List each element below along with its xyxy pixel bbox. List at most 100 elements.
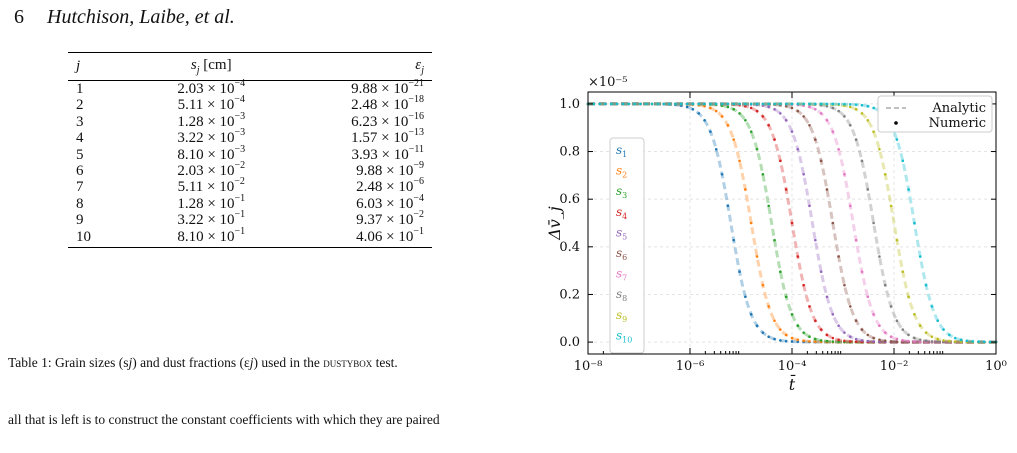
numeric-point-s3 [732, 108, 736, 111]
cell-j: 3 [76, 113, 84, 130]
numeric-point-s7 [825, 118, 829, 122]
numeric-point-s4 [767, 124, 770, 127]
numeric-point-s6 [895, 340, 899, 343]
numeric-point-s3 [837, 340, 840, 344]
cell-j: 6 [76, 163, 84, 180]
numeric-point-s7 [854, 238, 858, 242]
numeric-point-s7 [866, 295, 870, 299]
numeric-point-s5 [790, 130, 794, 133]
numeric-point-s2 [732, 138, 736, 141]
numeric-point-s10 [685, 102, 689, 106]
series-label-s3: s3 [616, 184, 627, 200]
numeric-point-s1 [714, 147, 718, 151]
numeric-point-s3 [831, 340, 835, 343]
numeric-point-s2 [709, 106, 712, 110]
numeric-point-s7 [889, 335, 893, 338]
numeric-point-s10 [872, 106, 875, 110]
cell-value: 4.06 × 10−1 [276, 226, 432, 249]
numeric-point-s2 [749, 221, 753, 225]
numeric-point-s7 [872, 313, 875, 316]
series-label-s1: s1 [616, 143, 627, 159]
page-header: 6 Hutchison, Laibe, et al. [14, 6, 235, 29]
numeric-point-s10 [918, 255, 922, 258]
numeric-point-s5 [843, 331, 846, 334]
numeric-point-s8 [924, 339, 928, 343]
numeric-point-s9 [883, 173, 887, 176]
numeric-point-s1 [761, 331, 765, 334]
numeric-point-s7 [913, 340, 916, 343]
numeric-point-s4 [814, 319, 817, 322]
cell-j: 4 [76, 130, 84, 147]
numeric-point-s10 [854, 103, 858, 106]
y-tick-label: 1.0 [559, 97, 580, 112]
numeric-point-s6 [889, 340, 893, 343]
numeric-point-s10 [948, 333, 951, 337]
numeric-point-s1 [790, 340, 794, 343]
table-row: 1 2.03 × 10−4 9.88 × 10−21 [68, 78, 432, 98]
numeric-point-s1 [720, 173, 724, 176]
table-row: 3 1.28 × 10−3 6.23 × 10−16 [68, 111, 432, 130]
numeric-point-s5 [784, 118, 788, 122]
numeric-point-s3 [761, 173, 765, 176]
numeric-point-s2 [720, 115, 724, 118]
relaxation-chart: 0.0 0.2 0.4 0.6 0.8 1.0 10⁻⁸ 10⁻⁶ 10⁻⁴ 10⁻² 10⁰ ×10… [545, 75, 1007, 394]
numeric-point-s2 [814, 340, 817, 343]
numeric-point-s10 [907, 188, 910, 191]
numeric-point-s9 [942, 339, 945, 342]
numeric-point-s6 [825, 188, 829, 191]
cell-value: 3.93 × 10−11 [351, 143, 425, 163]
table-row: 7 5.11 × 10−2 2.48 × 10−6 [68, 176, 432, 196]
numeric-point-s2 [773, 319, 776, 322]
numeric-point-s9 [872, 130, 875, 133]
numeric-point-s6 [831, 221, 835, 225]
cell-value: 9.88 × 10−21 [351, 78, 424, 98]
numeric-point-s6 [866, 333, 870, 337]
x-tick-label: 10⁻⁶ [676, 359, 705, 374]
y-tick-label: 0.8 [559, 145, 580, 160]
numeric-point-s5 [878, 340, 881, 344]
numeric-point-s7 [860, 270, 864, 273]
table-row: 9 3.22 × 10−1 9.37 × 10−2 [68, 210, 432, 229]
analytic-curve-s5 [588, 102, 996, 344]
numeric-point-s10 [814, 102, 817, 106]
series-label-s4: s4 [616, 205, 627, 221]
numeric-point-s4 [848, 340, 852, 343]
cell-value: 8.10 × 10−1 [146, 226, 277, 249]
numeric-point-s1 [744, 295, 747, 299]
numeric-point-s10 [744, 102, 747, 106]
numeric-point-s7 [901, 339, 905, 342]
numeric-point-s10 [831, 102, 835, 106]
table-row: 2 5.11 × 10−4 2.48 × 10−18 [68, 95, 432, 114]
numeric-point-s6 [883, 339, 887, 343]
numeric-point-s5 [808, 204, 811, 208]
numeric-point-s8 [837, 109, 840, 113]
numeric-point-s2 [790, 336, 794, 340]
numeric-point-s6 [814, 138, 817, 141]
numeric-point-s10 [738, 102, 741, 106]
numeric-point-s5 [779, 112, 782, 115]
col-eps: εj [276, 52, 432, 81]
numeric-point-s8 [913, 336, 916, 340]
numeric-point-s10 [930, 305, 934, 308]
y-tick-label: 0.2 [559, 287, 580, 302]
numeric-point-s4 [779, 159, 782, 163]
numeric-point-s3 [819, 339, 823, 342]
numeric-point-s5 [831, 313, 835, 316]
numeric-point-s10 [610, 102, 613, 106]
numeric-point-s6 [808, 124, 811, 127]
numeric-point-s10 [784, 102, 788, 106]
numeric-point-s10 [691, 102, 695, 106]
numeric-point-s6 [837, 255, 840, 258]
cell-j: 7 [76, 179, 84, 196]
cell-value: 5.11 × 10−2 [177, 176, 245, 196]
numeric-point-s8 [866, 188, 870, 191]
numeric-point-s6 [784, 104, 788, 108]
numeric-point-s2 [808, 340, 811, 343]
series-label-s7: s7 [616, 267, 627, 283]
numeric-point-s10 [761, 102, 765, 106]
numeric-point-s6 [796, 109, 800, 113]
col-j: j [68, 52, 146, 81]
numeric-point-s10 [755, 102, 759, 106]
numeric-point-s4 [831, 336, 835, 340]
numeric-point-s8 [930, 340, 934, 343]
